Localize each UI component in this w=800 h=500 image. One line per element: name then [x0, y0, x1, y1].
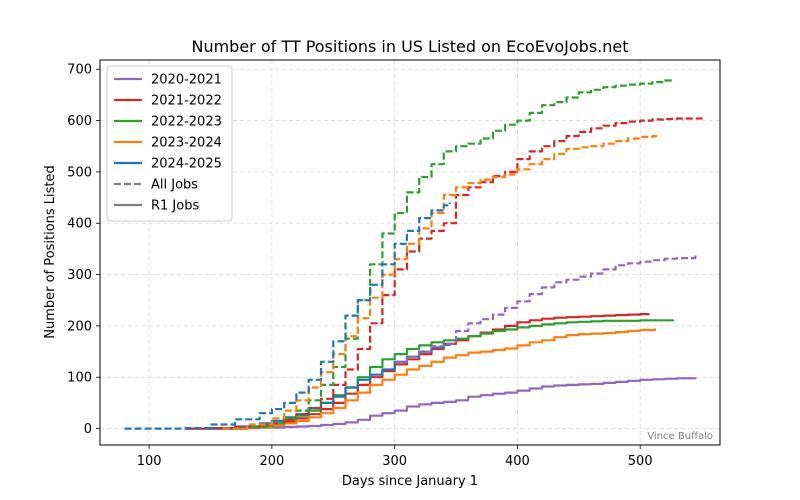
- x-axis-label: Days since January 1: [342, 474, 478, 489]
- axes: 100 200 300 400 500 0 100 200 300 400 500 600 700: [67, 63, 652, 469]
- y-tick-label: 0: [84, 422, 92, 437]
- credit-text: Vince Buffalo: [647, 431, 713, 442]
- series-line-2024-2025-all: [124, 202, 451, 430]
- plot-lines: [124, 79, 703, 430]
- y-tick-label: 600: [67, 114, 92, 129]
- chart-title: Number of TT Positions in US Listed on E…: [191, 37, 628, 56]
- legend-label: 2021-2022: [151, 94, 222, 109]
- legend-label: All Jobs: [151, 178, 198, 193]
- x-tick-label: 500: [628, 454, 653, 469]
- y-axis-label: Number of Positions Listed: [43, 165, 58, 339]
- x-tick-label: 100: [137, 454, 162, 469]
- series-line-2023-2024-all: [222, 134, 660, 430]
- y-tick-label: 700: [67, 63, 92, 78]
- y-tick-label: 500: [67, 165, 92, 180]
- y-tick-label: 200: [67, 319, 92, 334]
- series-line-2023-2024-r1: [235, 328, 656, 430]
- legend-label: 2020-2021: [151, 73, 222, 88]
- x-tick-label: 300: [382, 454, 407, 469]
- series-line-2020-2021-all: [394, 255, 697, 363]
- plot-frame: [99, 59, 721, 446]
- y-tick-label: 100: [67, 371, 92, 386]
- legend-label: 2022-2023: [151, 115, 222, 130]
- legend-label: 2024-2025: [151, 157, 222, 172]
- legend-label: R1 Jobs: [151, 199, 199, 214]
- series-line-2022-2023-all: [222, 79, 675, 430]
- legend: 2020-2021 2021-2022 2022-2023 2023-2024 2024…: [106, 65, 233, 222]
- x-tick-label: 200: [259, 454, 284, 469]
- legend-box: [106, 65, 233, 222]
- y-tick-label: 300: [67, 268, 92, 283]
- y-tick-label: 400: [67, 217, 92, 232]
- series-line-2020-2021-r1: [210, 377, 697, 430]
- legend-label: 2023-2024: [151, 136, 222, 151]
- x-tick-label: 400: [505, 454, 530, 469]
